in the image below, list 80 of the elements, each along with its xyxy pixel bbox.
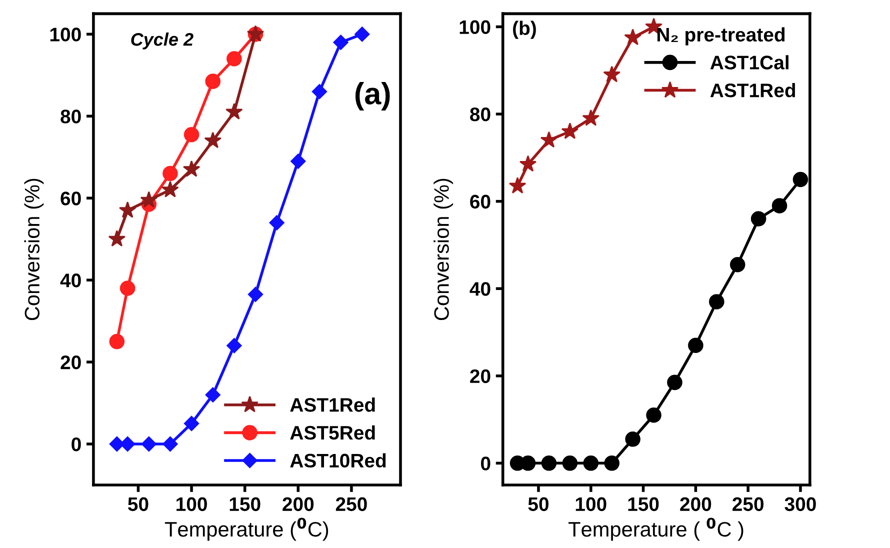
point [162,180,179,198]
legend-label: AST1Red [290,398,375,412]
point [562,456,578,471]
point [120,280,136,296]
point [730,256,746,272]
y-tick-label: 60 [60,192,81,206]
y-axis-title: Conversion (%) [24,178,44,320]
x-tick-label: 250 [732,497,764,512]
point [708,294,724,310]
legend-title: N₂ pre-treated [657,27,785,46]
x-tick-label: 150 [230,497,260,512]
y-tick-label: 80 [60,110,81,124]
x-tick-label: 300 [784,497,816,512]
x-axis-title: Temperature ($^{0}$C) [164,518,328,541]
point [312,84,328,100]
point [141,436,156,452]
point [508,177,526,194]
point [519,155,537,172]
y-tick-label: 100 [460,20,490,34]
point [646,408,662,423]
y-tick-label: 40 [60,274,81,288]
x-tick-label: 200 [282,497,314,512]
point [205,387,220,402]
x-tick-label: 150 [628,497,659,512]
point [792,172,808,188]
y-tick-label: 40 [470,282,490,296]
point [604,456,620,471]
point [226,338,242,354]
point [184,126,200,142]
y-tick-label: 80 [470,108,490,122]
y-tick-label: 60 [470,194,490,209]
point [226,103,243,120]
y-tick-label: 20 [60,356,81,370]
point [582,109,600,126]
y-tick-label: 100 [50,28,81,42]
x-tick-label: 200 [680,497,712,512]
point [204,132,222,148]
annotation: (b) [513,20,536,39]
point [182,160,200,177]
point [540,131,558,148]
legend-label: AST1Red [710,83,796,98]
point [226,51,242,66]
x-axis-title: Temperature ( $^{0}$C ) [568,518,744,541]
point [750,211,766,226]
point [541,456,557,471]
point [561,122,579,139]
y-tick-label: 20 [470,369,490,384]
y-axis-title: Conversion (%) [434,178,454,320]
point [162,166,178,182]
point [583,456,599,471]
legend-label: AST1Cal [710,55,788,70]
point [688,338,704,353]
y-tick-label: 0 [481,456,490,470]
point [625,432,640,447]
point [667,374,682,390]
point [772,198,788,214]
x-tick-label: 50 [128,497,148,512]
point [248,286,264,302]
point [603,66,620,82]
point [333,34,348,50]
point [269,215,284,230]
point [162,436,178,452]
point [118,201,136,218]
point [184,416,200,432]
x-tick-label: 50 [528,497,548,512]
point [290,154,306,169]
x-tick-label: 100 [176,497,207,512]
annotation: Cycle 2 [131,32,194,50]
point [109,334,125,350]
legend-label: AST5Red [290,425,375,440]
point [108,230,126,247]
point [140,191,158,208]
x-tick-label: 100 [576,497,606,512]
x-tick-label: 250 [336,497,367,512]
point [624,28,642,46]
point [205,74,220,89]
y-tick-label: 0 [72,437,81,452]
point [354,26,370,42]
legend-label: AST10Red [290,453,386,468]
annotation: (a) [355,82,390,111]
